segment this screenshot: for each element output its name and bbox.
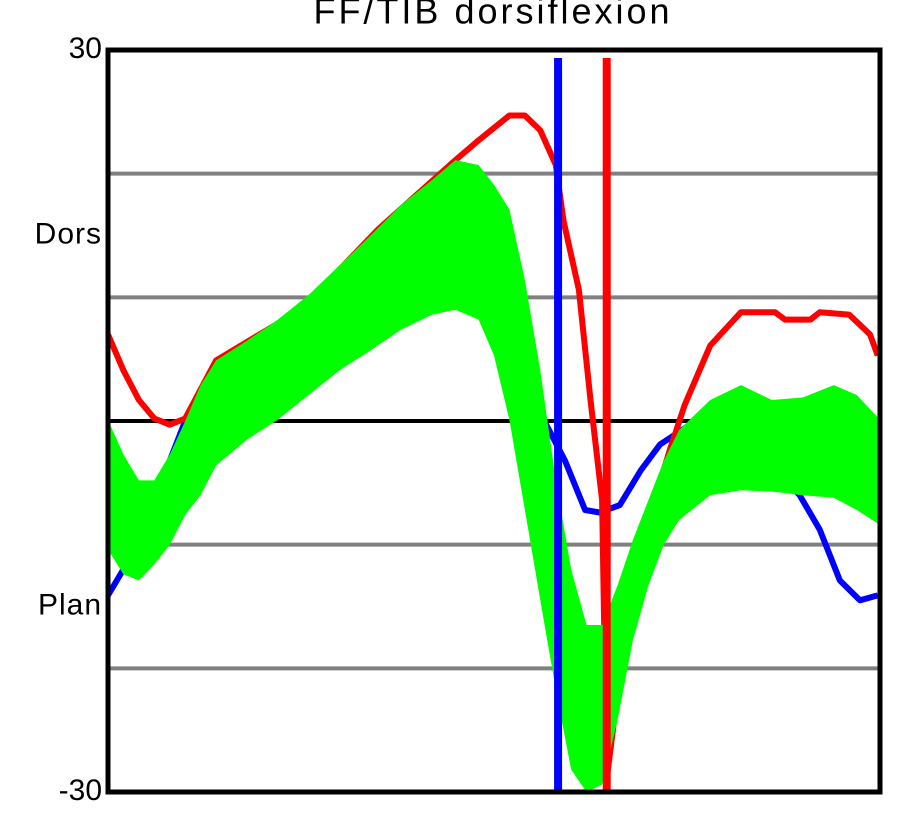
y-tick-label: -30 bbox=[59, 774, 102, 807]
normal-band bbox=[108, 160, 880, 793]
y-tick-label: 30 bbox=[69, 32, 102, 65]
axis-annotation: Dors bbox=[35, 217, 102, 250]
series-line bbox=[105, 112, 881, 783]
chart-title: FF/TIB dorsiflexion bbox=[313, 0, 672, 32]
plot-frame bbox=[105, 47, 883, 795]
axis-annotation: Plan bbox=[38, 588, 102, 621]
